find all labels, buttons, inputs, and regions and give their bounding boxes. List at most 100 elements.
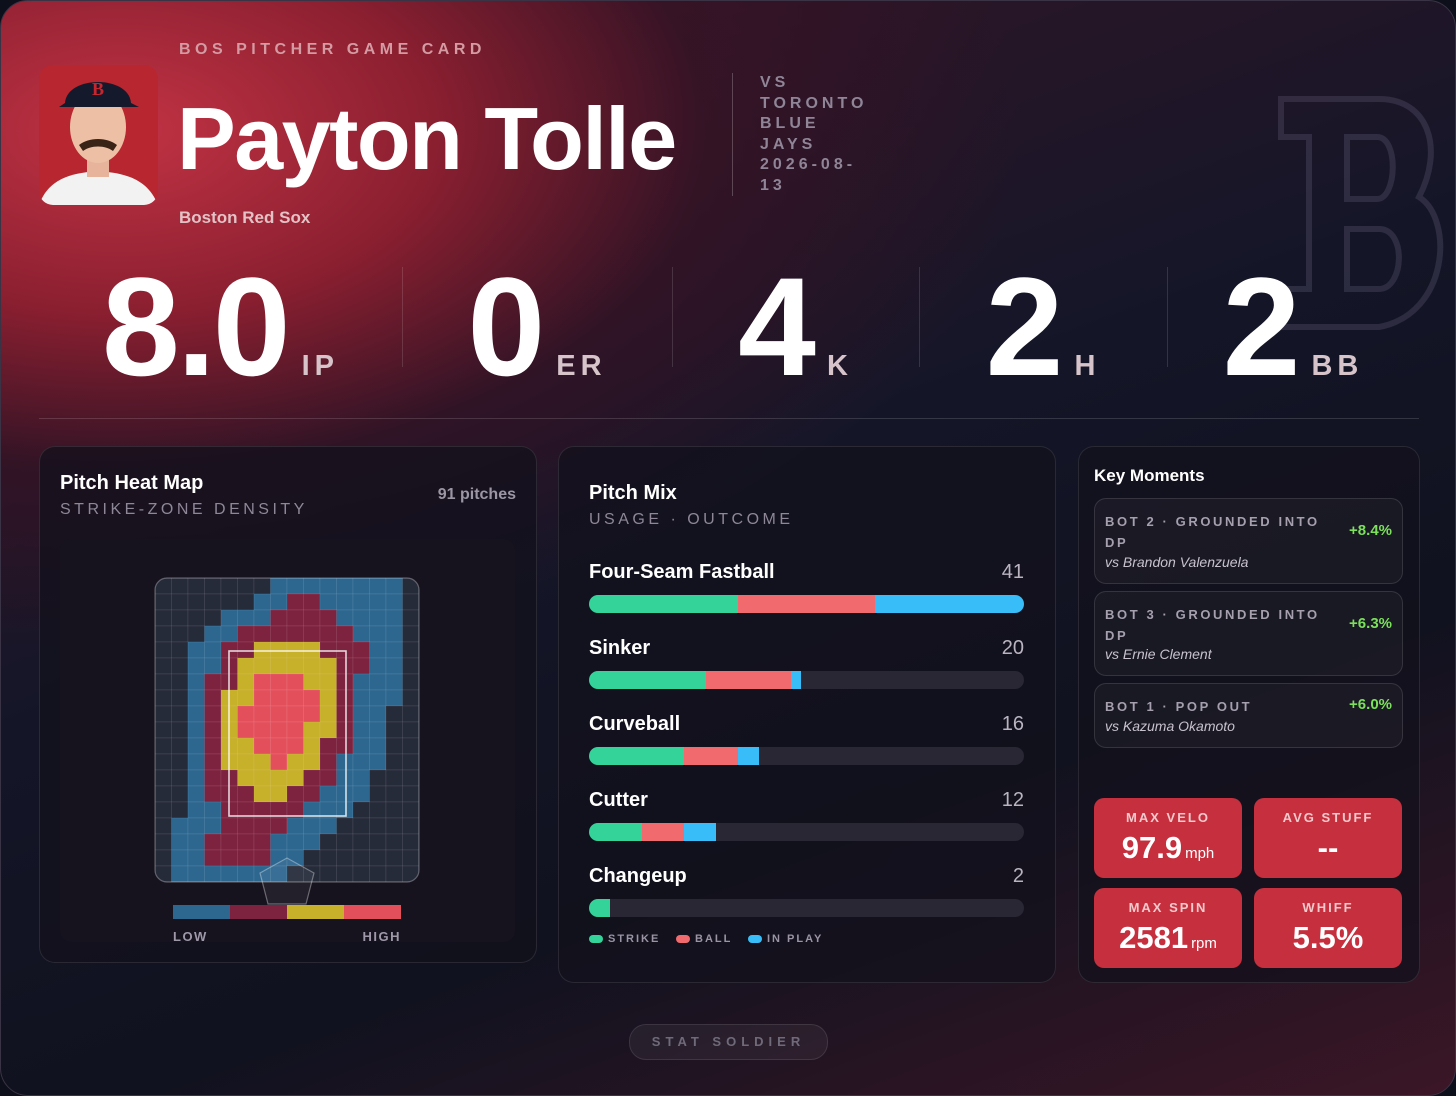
heat-cell xyxy=(155,833,172,851)
game-date: 2026-08-13 xyxy=(760,156,857,194)
heat-cell xyxy=(171,769,189,787)
heat-cell xyxy=(155,801,172,819)
heat-cell xyxy=(253,641,271,659)
eyebrow: BOS PITCHER GAME CARD xyxy=(179,41,486,58)
metric-number: 5.5% xyxy=(1292,920,1364,955)
heat-cell xyxy=(253,833,271,851)
team-logo xyxy=(1278,96,1444,330)
metric-unit: mph xyxy=(1185,845,1215,862)
heat-cell xyxy=(253,737,271,755)
heat-cell xyxy=(402,657,419,675)
heat-cell xyxy=(155,657,172,675)
heat-cell xyxy=(204,641,222,659)
heat-cell xyxy=(286,593,304,611)
heat-cell xyxy=(286,673,304,691)
heat-cell xyxy=(336,578,354,595)
moment-situation: BOT 3 · GROUNDED INTO DP xyxy=(1105,607,1320,643)
heat-cell xyxy=(237,737,255,755)
matchup: VS TORONTO BLUE JAYS 2026-08-13 xyxy=(760,73,872,196)
heat-cell xyxy=(369,593,387,611)
heat-cell xyxy=(369,849,387,867)
pitch-count: 2 xyxy=(1012,865,1024,887)
stat-value: 4 xyxy=(738,248,816,405)
legend-swatch xyxy=(173,905,230,919)
heat-cell xyxy=(171,801,189,819)
moment-delta: +8.4% xyxy=(1349,522,1392,539)
heat-cell xyxy=(286,769,304,787)
heat-cell xyxy=(286,753,304,771)
heat-cell xyxy=(171,673,189,691)
heat-cell xyxy=(303,817,321,835)
heat-cell xyxy=(187,578,205,595)
stat-divider xyxy=(1167,267,1168,367)
heat-cell xyxy=(171,657,189,675)
heat-cell xyxy=(402,769,419,787)
stat-label: IP xyxy=(301,350,340,382)
heat-cell xyxy=(253,817,271,835)
heat-cell xyxy=(187,657,205,675)
heat-cell xyxy=(155,625,172,643)
stat: 0 ER xyxy=(402,257,672,397)
heat-cell xyxy=(319,705,337,723)
heat-cell xyxy=(220,833,238,851)
heat-cell xyxy=(220,849,238,867)
heat-cell xyxy=(187,849,205,867)
heat-cell xyxy=(155,849,172,867)
heat-cell xyxy=(270,769,288,787)
panel-title: Pitch Mix xyxy=(589,482,677,504)
heat-cell xyxy=(237,817,255,835)
heat-cell xyxy=(253,705,271,723)
heat-cell xyxy=(270,593,288,611)
heat-cell xyxy=(253,657,271,675)
heat-cell xyxy=(270,625,288,643)
usage-segment xyxy=(790,671,802,689)
heat-cell xyxy=(204,625,222,643)
heat-cell xyxy=(402,753,419,771)
pitch-count: 12 xyxy=(1001,789,1024,811)
pitch-name: Changeup xyxy=(589,865,687,887)
moment-batter: vs Kazuma Okamoto xyxy=(1105,718,1235,734)
heat-cell xyxy=(352,641,370,659)
usage-segment xyxy=(589,899,611,917)
heat-cell xyxy=(385,641,403,659)
heat-cell xyxy=(237,625,255,643)
heat-cell xyxy=(237,769,255,787)
heat-cell xyxy=(319,785,337,803)
usage-segment xyxy=(589,671,706,689)
heat-cell xyxy=(369,705,387,723)
metric-tile: AVG STUFF -- xyxy=(1254,798,1402,878)
heat-cell xyxy=(237,753,255,771)
heat-cell xyxy=(155,705,172,723)
heat-cell xyxy=(319,609,337,627)
heat-cell xyxy=(385,865,403,882)
heat-cell xyxy=(402,849,419,867)
heat-cell xyxy=(270,673,288,691)
heat-cell xyxy=(336,849,354,867)
stat-value: 2 xyxy=(1222,248,1301,405)
metric-tile: WHIFF 5.5% xyxy=(1254,888,1402,968)
heat-cell xyxy=(270,578,288,595)
heat-cell xyxy=(204,578,222,595)
heat-cell xyxy=(336,609,354,627)
heat-cell xyxy=(336,641,354,659)
heat-cell xyxy=(385,705,403,723)
stat-value: 2 xyxy=(985,248,1064,405)
metric-label: AVG STUFF xyxy=(1282,810,1374,825)
heat-cell xyxy=(352,721,370,739)
legend-dot xyxy=(748,935,762,943)
metric-tile: MAX VELO 97.9 mph xyxy=(1094,798,1242,878)
usage-segment xyxy=(589,747,685,765)
heat-cell xyxy=(319,673,337,691)
metric-label: MAX SPIN xyxy=(1128,900,1208,915)
metric-label: WHIFF xyxy=(1302,900,1354,915)
heat-cell xyxy=(237,849,255,867)
heat-cell xyxy=(336,625,354,643)
heat-cell xyxy=(270,609,288,627)
heat-cell xyxy=(369,865,387,882)
heat-cell xyxy=(187,641,205,659)
heat-cell xyxy=(385,769,403,787)
heat-cell xyxy=(352,785,370,803)
metric-number: 2581 xyxy=(1119,920,1189,955)
heat-cell xyxy=(270,817,288,835)
moment-card: BOT 1 · POP OUT +6.0% vs Kazuma Okamoto xyxy=(1094,683,1403,748)
